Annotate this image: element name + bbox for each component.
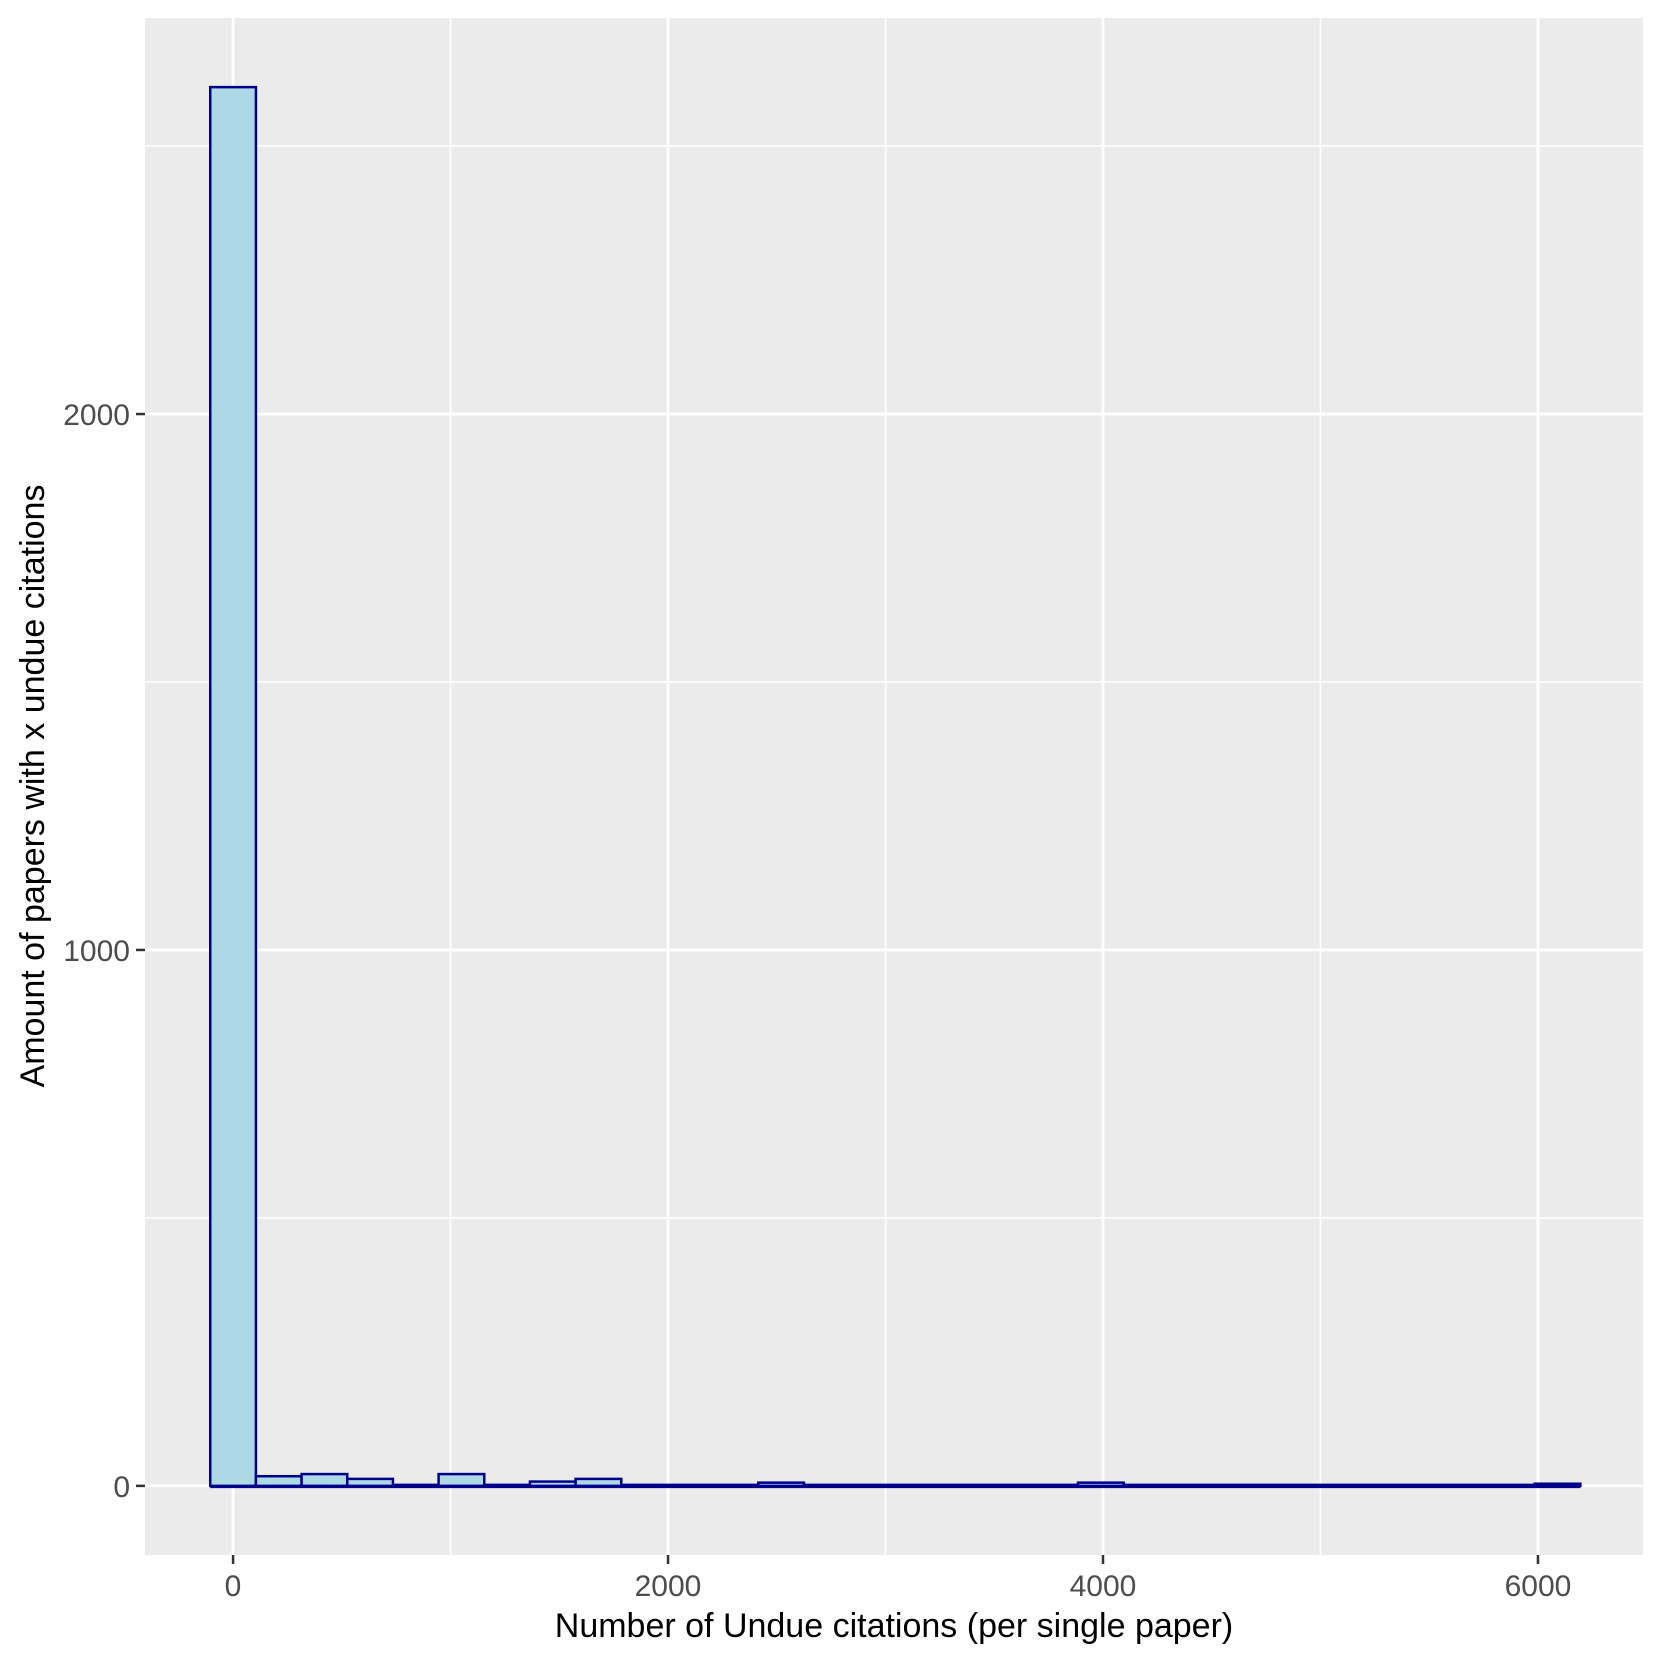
histogram-bars [208, 85, 1582, 1489]
x-tick-label-2000: 2000 [635, 1570, 702, 1603]
y-tick-label-1000: 1000 [63, 935, 130, 968]
histogram-bar [757, 1481, 806, 1488]
histogram-bar [208, 85, 258, 1488]
y-axis-title: Amount of papers with x undue citations [14, 485, 52, 1088]
x-tick-label-0: 0 [225, 1570, 242, 1603]
histogram-bar [346, 1477, 395, 1488]
histogram-bar [574, 1477, 623, 1488]
x-tick-label-4000: 4000 [1070, 1570, 1137, 1603]
gridlines-minor [145, 18, 1643, 1555]
histogram-bar [1076, 1481, 1125, 1488]
plot-panel [145, 18, 1643, 1555]
histogram-bar [254, 1474, 303, 1488]
y-tick-label-0: 0 [113, 1471, 130, 1504]
y-tick-label-2000: 2000 [63, 399, 130, 432]
histogram-bar [528, 1480, 577, 1488]
histogram-bar [1533, 1482, 1582, 1488]
x-axis-title: Number of Undue citations (per single pa… [555, 1607, 1233, 1645]
histogram-bar [300, 1472, 349, 1488]
x-tick-label-6000: 6000 [1505, 1570, 1572, 1603]
histogram-bar [437, 1472, 486, 1488]
axis-tick-marks [136, 412, 1540, 1564]
